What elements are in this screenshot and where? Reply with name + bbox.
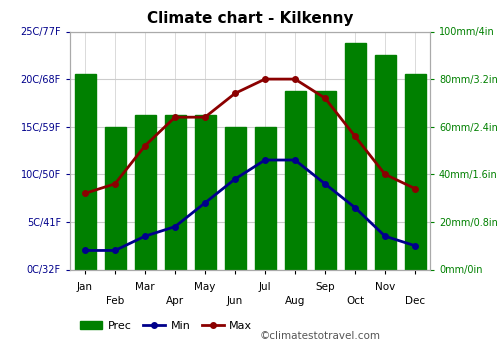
Bar — [74, 74, 96, 270]
Bar — [134, 115, 156, 270]
Text: Jan: Jan — [77, 282, 93, 292]
Bar — [224, 127, 246, 270]
Text: ©climatestotravel.com: ©climatestotravel.com — [260, 331, 381, 341]
Bar — [314, 91, 336, 270]
Legend: Prec, Min, Max: Prec, Min, Max — [76, 316, 257, 335]
Text: Oct: Oct — [346, 296, 364, 306]
Bar — [104, 127, 126, 270]
Text: Nov: Nov — [375, 282, 395, 292]
Bar — [254, 127, 276, 270]
Title: Climate chart - Kilkenny: Climate chart - Kilkenny — [147, 11, 353, 26]
Bar — [164, 115, 186, 270]
Bar — [194, 115, 216, 270]
Bar — [404, 74, 425, 270]
Text: May: May — [194, 282, 216, 292]
Text: Mar: Mar — [135, 282, 155, 292]
Text: Dec: Dec — [405, 296, 425, 306]
Text: Feb: Feb — [106, 296, 124, 306]
Text: Jun: Jun — [227, 296, 243, 306]
Text: Jul: Jul — [258, 282, 272, 292]
Text: Aug: Aug — [285, 296, 305, 306]
Bar — [374, 55, 396, 270]
Text: Sep: Sep — [315, 282, 335, 292]
Bar — [284, 91, 306, 270]
Bar — [344, 43, 366, 270]
Text: Apr: Apr — [166, 296, 184, 306]
